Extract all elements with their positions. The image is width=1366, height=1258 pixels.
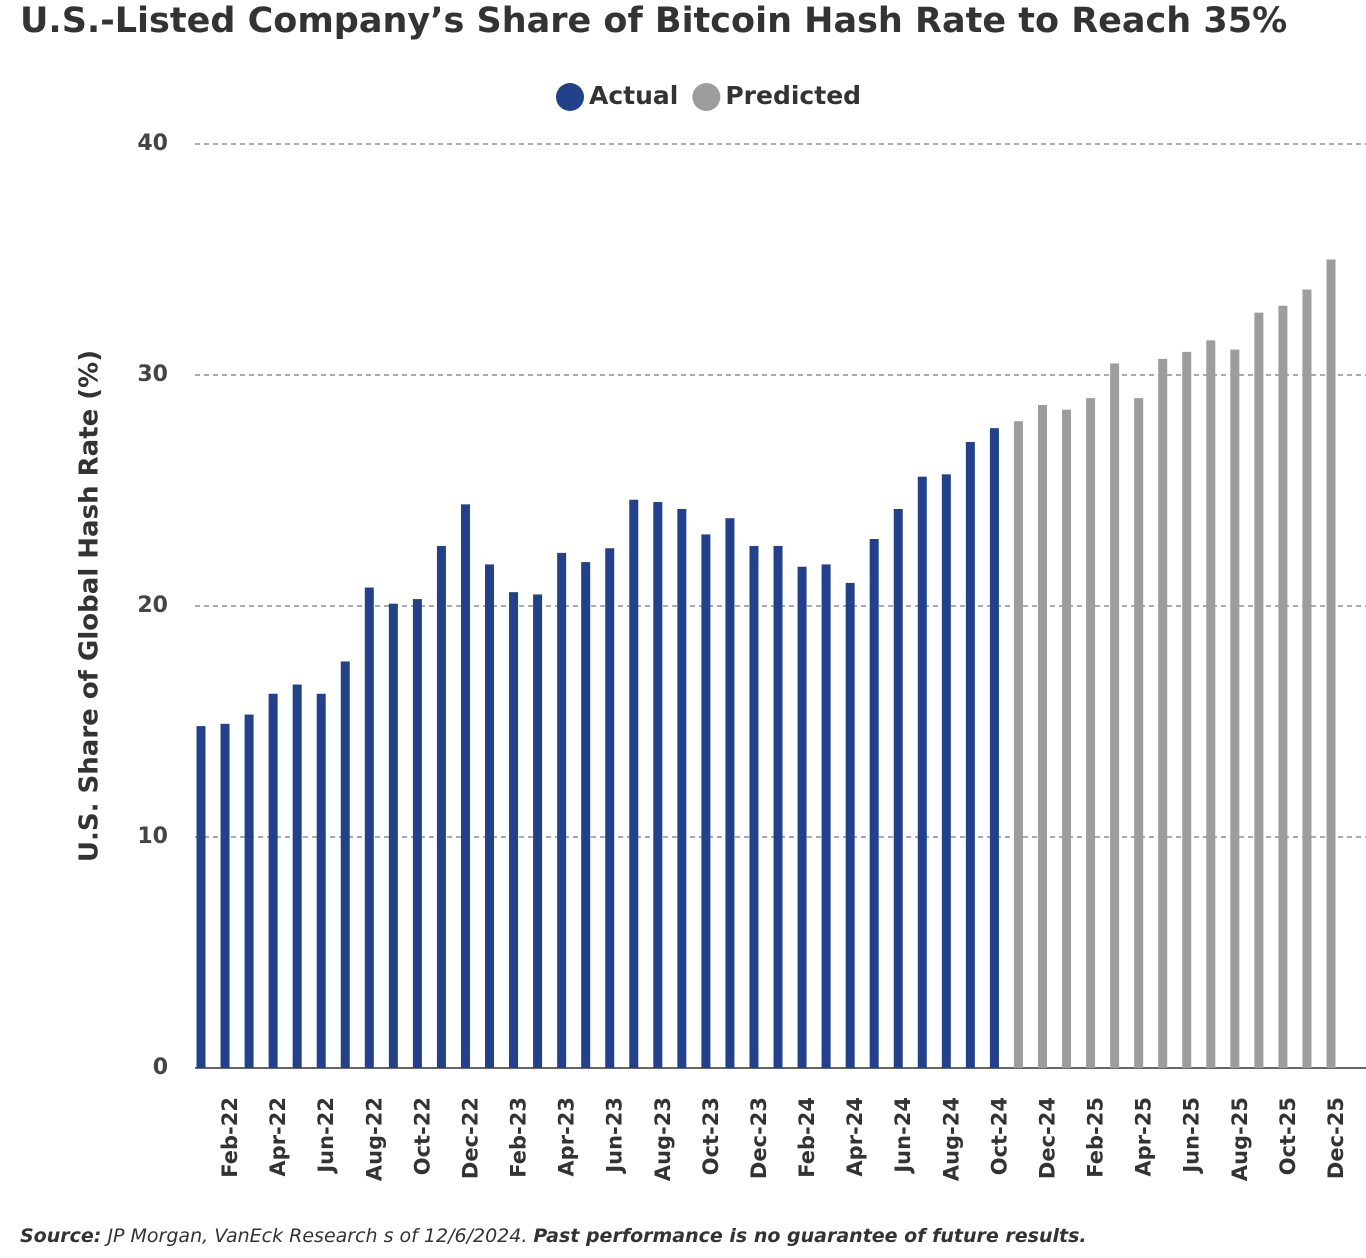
bar	[1110, 363, 1120, 1068]
bar	[436, 545, 446, 1068]
bar	[581, 562, 591, 1068]
legend-label: Actual	[589, 81, 678, 110]
x-tick-label: Apr-23	[555, 1097, 579, 1177]
bar	[821, 564, 831, 1068]
bar	[485, 564, 495, 1068]
bar	[869, 539, 879, 1068]
bar	[412, 599, 422, 1068]
bar	[1254, 312, 1264, 1068]
bar	[292, 684, 302, 1068]
bar	[1278, 305, 1288, 1068]
bar	[364, 587, 374, 1068]
source: Source: JP Morgan, VanEck Research s of …	[20, 1225, 1087, 1247]
bar	[1230, 349, 1240, 1069]
bar	[1182, 351, 1192, 1068]
source-label: Source:	[20, 1225, 101, 1247]
source-text: JP Morgan, VanEck Research s of 12/6/202…	[103, 1225, 527, 1247]
bar	[268, 693, 278, 1068]
bar	[1158, 358, 1168, 1069]
bar	[893, 508, 903, 1069]
x-tick-label: Dec-25	[1324, 1097, 1348, 1179]
x-tick-label: Aug-25	[1228, 1097, 1252, 1181]
legend-swatch	[692, 83, 721, 111]
x-tick-label: Dec-22	[458, 1097, 482, 1179]
bar	[677, 508, 687, 1069]
y-tick-label: 10	[137, 824, 168, 849]
legend-swatch	[556, 83, 584, 111]
x-tick-label: Feb-22	[218, 1097, 242, 1178]
x-tick-label: Feb-24	[795, 1097, 819, 1178]
bar	[557, 552, 567, 1068]
bar	[220, 723, 230, 1068]
x-tick-label: Jun-25	[1180, 1097, 1204, 1175]
y-axis-label: U.S. Share of Global Hash Rate (%)	[75, 350, 105, 862]
legend-label: Predicted	[725, 81, 861, 110]
x-tick-label: Apr-24	[843, 1097, 867, 1177]
x-tick-label: Dec-24	[1035, 1097, 1059, 1179]
x-tick-label: Aug-22	[362, 1097, 386, 1181]
bar	[845, 582, 855, 1068]
bar	[1206, 340, 1216, 1069]
bar	[797, 566, 807, 1068]
bar	[605, 548, 615, 1068]
x-tick-label: Feb-23	[507, 1097, 531, 1178]
x-tick-label: Jun-22	[314, 1097, 338, 1175]
x-tick-label: Oct-22	[410, 1097, 434, 1175]
bar	[965, 441, 975, 1068]
bar	[917, 476, 927, 1068]
bar	[1086, 398, 1096, 1069]
y-tick-label: 20	[137, 593, 168, 618]
bar	[1326, 259, 1336, 1068]
x-tick-label: Jun-23	[603, 1097, 627, 1175]
x-tick-label: Oct-25	[1276, 1097, 1300, 1175]
bar	[749, 545, 759, 1068]
bar	[460, 504, 470, 1068]
x-tick-label: Dec-23	[747, 1097, 771, 1179]
bar	[773, 545, 783, 1068]
y-tick-label: 30	[137, 362, 168, 387]
x-tick-label: Aug-24	[939, 1097, 963, 1181]
bar	[388, 603, 398, 1068]
bar	[629, 499, 639, 1068]
bar	[1302, 289, 1312, 1068]
disclaimer: Past performance is no guarantee of futu…	[533, 1225, 1086, 1247]
bar	[509, 592, 519, 1068]
bar	[1037, 405, 1047, 1068]
x-tick-label: Apr-22	[266, 1097, 290, 1177]
x-tick-label: Feb-25	[1084, 1097, 1108, 1178]
bar	[989, 428, 999, 1068]
bar	[316, 693, 326, 1068]
x-tick-label: Aug-23	[651, 1097, 675, 1181]
bar	[1013, 421, 1023, 1068]
bar	[1134, 398, 1144, 1069]
bar	[244, 714, 254, 1068]
bar	[701, 534, 711, 1068]
bar	[196, 726, 206, 1068]
bar	[340, 661, 350, 1068]
x-tick-label: Oct-23	[699, 1097, 723, 1175]
chart-title: U.S.-Listed Company’s Share of Bitcoin H…	[20, 1, 1287, 41]
bar	[533, 594, 543, 1068]
y-tick-label: 0	[153, 1055, 168, 1080]
bar	[941, 474, 951, 1069]
y-tick-label: 40	[137, 131, 168, 156]
x-tick-label: Apr-25	[1132, 1097, 1156, 1177]
bar	[653, 502, 663, 1068]
bar	[1062, 409, 1072, 1068]
x-tick-label: Oct-24	[987, 1097, 1011, 1175]
bar	[725, 518, 735, 1068]
x-tick-label: Jun-24	[891, 1097, 915, 1175]
